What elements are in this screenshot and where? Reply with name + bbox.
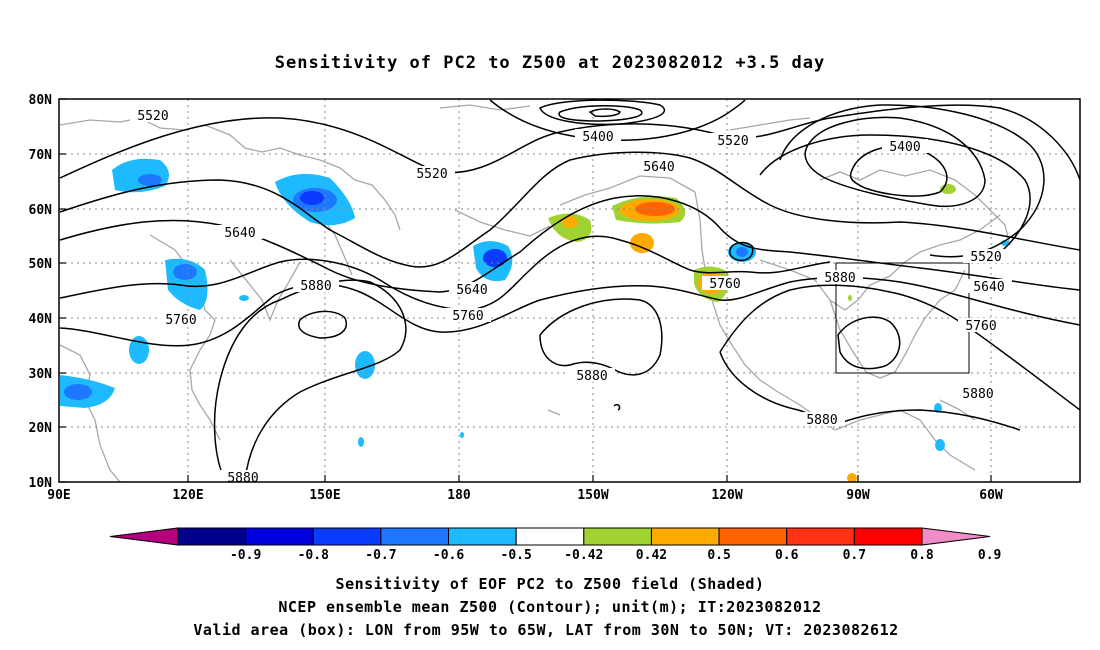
z500-contours — [59, 99, 1080, 481]
svg-text:5640: 5640 — [973, 280, 1004, 295]
lon-tick-label: 150W — [577, 488, 608, 503]
colorbar-swatch — [853, 527, 923, 546]
contour-label: 5760 — [158, 312, 204, 328]
svg-text:5880: 5880 — [962, 387, 993, 402]
contour-label: 5520 — [409, 166, 455, 182]
svg-text:5760: 5760 — [452, 309, 483, 324]
contour-label: 5640 — [966, 279, 1012, 295]
svg-text:5880: 5880 — [824, 271, 855, 286]
map-frame — [58, 98, 1081, 483]
colorbar-label: -0.42 — [564, 548, 603, 563]
caption-line-3: Valid area (box): LON from 95W to 65W, L… — [193, 621, 898, 639]
lon-tick-label: 150E — [309, 488, 340, 503]
colorbar-label: -0.5 — [501, 548, 532, 563]
contour-label: 5400 — [882, 139, 928, 155]
contour-labels: 5520 5400 5520 5400 5640 5520 5640 5880 … — [130, 108, 1012, 486]
svg-text:5760: 5760 — [165, 313, 196, 328]
figure-title: Sensitivity of PC2 to Z500 at 2023082012… — [275, 53, 826, 73]
colorbar-label: -0.9 — [230, 548, 261, 563]
contour-label: 5760 — [445, 308, 491, 324]
lon-tick-label: 180 — [447, 488, 471, 503]
svg-text:5880: 5880 — [576, 369, 607, 384]
svg-text:5640: 5640 — [643, 160, 674, 175]
svg-text:5520: 5520 — [137, 109, 168, 124]
contour-label: 5880 — [220, 470, 266, 486]
caption-line-2: NCEP ensemble mean Z500 (Contour); unit(… — [278, 598, 821, 616]
contour-label: 5400 — [575, 129, 621, 145]
colorbar-swatch — [515, 527, 585, 546]
svg-text:5520: 5520 — [416, 167, 447, 182]
svg-text:5640: 5640 — [224, 226, 255, 241]
lon-tick-label: 90W — [846, 488, 870, 503]
colorbar-swatch — [786, 527, 855, 546]
colorbar-label: -0.8 — [298, 548, 329, 563]
colorbar-swatch — [448, 527, 517, 546]
colorbar-label: 0.6 — [775, 548, 799, 563]
colorbar-swatch — [312, 527, 382, 546]
contour-label: 5880 — [569, 368, 615, 384]
lon-tick-label: 90E — [47, 488, 70, 503]
lat-tick-label: 20N — [29, 421, 53, 436]
contour-label: 5520 — [710, 133, 756, 149]
svg-text:5400: 5400 — [582, 130, 613, 145]
contour-label: 5520 — [130, 108, 176, 124]
contour-label: 5880 — [955, 386, 1001, 402]
colorbar-label: 0.7 — [843, 548, 866, 563]
colorbar-swatch — [380, 527, 450, 546]
svg-text:5640: 5640 — [456, 283, 487, 298]
svg-text:5880: 5880 — [300, 279, 331, 294]
colorbar-swatch — [583, 527, 652, 546]
colorbar-swatch — [650, 527, 720, 546]
lat-tick-label: 30N — [29, 367, 53, 382]
colorbar-swatch — [177, 527, 247, 546]
colorbar-label: 0.5 — [707, 548, 730, 563]
svg-text:5400: 5400 — [889, 140, 920, 155]
contour-label: 5640 — [217, 225, 263, 241]
lat-tick-label: 70N — [29, 148, 53, 163]
contour-label: 5760 — [958, 318, 1004, 334]
svg-text:5760: 5760 — [965, 319, 996, 334]
colorbar-swatch — [245, 527, 314, 546]
lat-tick-label: 10N — [29, 476, 53, 491]
colorbar-label: 0.42 — [636, 548, 667, 563]
svg-text:5760: 5760 — [709, 277, 740, 292]
contour-label: 5520 — [963, 249, 1009, 265]
contour-label: 5760 — [702, 276, 748, 292]
svg-text:5880: 5880 — [806, 413, 837, 428]
lon-tick-label: 60W — [979, 488, 1003, 503]
colorbar-arrow-low — [109, 527, 179, 546]
lat-tick-label: 60N — [29, 203, 53, 218]
svg-text:5520: 5520 — [970, 250, 1001, 265]
lat-tick-label: 40N — [29, 312, 53, 327]
map-area: 5520 5400 5520 5400 5640 5520 5640 5880 … — [59, 99, 1080, 486]
lat-tick-label: 80N — [29, 93, 53, 108]
lat-tick-label: 50N — [29, 257, 53, 272]
contour-label: 5880 — [817, 270, 863, 286]
colorbar-label: 0.8 — [910, 548, 934, 563]
lon-tick-label: 120E — [172, 488, 203, 503]
colorbar-label: 0.9 — [978, 548, 1001, 563]
lon-tick-label: 120W — [711, 488, 742, 503]
colorbar-label: -0.7 — [365, 548, 396, 563]
contour-label: 5640 — [449, 282, 495, 298]
contour-label: 5640 — [636, 159, 682, 175]
contour-label: 5880 — [293, 278, 339, 294]
colorbar-arrow-high — [921, 527, 991, 546]
svg-text:5880: 5880 — [227, 471, 258, 486]
svg-text:5520: 5520 — [717, 134, 748, 149]
colorbar: -0.9 -0.8 -0.7 -0.6 -0.5 -0.42 0.42 0.5 0.6 0.7 0.… — [109, 527, 1001, 563]
caption-line-1: Sensitivity of EOF PC2 to Z500 field (Sh… — [336, 575, 765, 593]
longitude-axis: 90E 120E 150E 180 150W 120W 90W 60W — [47, 475, 1003, 503]
latitude-axis: 80N 70N 60N 50N 40N 30N 20N 10N — [29, 93, 66, 491]
colorbar-label: -0.6 — [433, 548, 464, 563]
colorbar-swatch — [718, 527, 788, 546]
contour-label: 5880 — [799, 412, 845, 428]
